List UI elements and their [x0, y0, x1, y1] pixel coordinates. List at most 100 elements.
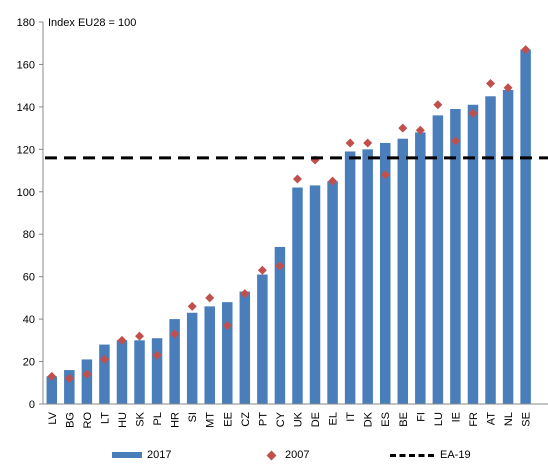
bar-cz: [239, 291, 251, 404]
x-tick-label: HU: [117, 412, 129, 428]
x-tick-label: FI: [415, 412, 427, 422]
chart: 0 20 40 60 80 100 120 140 160 180 LV BG RO LT HU SK PL H…: [17, 17, 548, 429]
y-tick-label: 120: [17, 144, 35, 156]
legend-label-ea19: EA-19: [440, 449, 471, 461]
x-tick-label: PT: [257, 412, 269, 426]
bar-it: [344, 151, 356, 404]
x-tick-label: SE: [521, 412, 533, 427]
markers-2007: [47, 45, 531, 384]
bar-mt: [204, 306, 215, 404]
bar-hu: [116, 340, 128, 404]
x-tick-label: PL: [152, 412, 164, 425]
bar-lu: [432, 115, 444, 404]
marker-lt: [99, 354, 109, 364]
x-tick-label: IE: [450, 412, 462, 422]
bar-lt: [99, 344, 110, 404]
y-tick-label: 80: [23, 229, 35, 241]
index-annotation: Index EU28 = 100: [48, 17, 136, 29]
marker-se: [521, 45, 531, 55]
bar-si: [186, 312, 198, 404]
bar-ro: [81, 359, 93, 404]
marker-fr: [468, 108, 478, 118]
marker-it: [345, 138, 355, 148]
y-tick-label: 140: [17, 102, 35, 114]
legend-label-2007: 2007: [285, 449, 310, 461]
legend-item-ea19: EA-19: [390, 446, 471, 464]
bar-fr: [467, 104, 479, 405]
legend-item-2017: 2017: [112, 446, 171, 464]
bar-de: [309, 185, 321, 404]
marker-bg: [64, 374, 74, 384]
bar-pt: [257, 274, 268, 404]
bar-bg: [64, 370, 75, 404]
marker-hu: [117, 335, 127, 345]
marker-pt: [257, 265, 267, 275]
y-tick-label: 180: [17, 17, 35, 29]
bar-at: [485, 96, 496, 405]
marker-be: [398, 123, 408, 133]
x-tick-label: CY: [275, 411, 287, 427]
marker-lv: [47, 371, 57, 381]
bar-pl: [151, 338, 163, 404]
x-tick-label: DK: [363, 411, 375, 427]
x-tick-label: BG: [64, 412, 76, 428]
x-tick-label: EE: [222, 412, 234, 427]
x-tick-label: NL: [503, 412, 515, 426]
marker-hr: [170, 329, 180, 339]
x-tick-label: DE: [310, 412, 322, 427]
marker-mt: [205, 293, 215, 303]
x-tick-label: LT: [99, 412, 111, 424]
marker-dk: [363, 138, 373, 148]
x-tick-label: BE: [398, 412, 410, 427]
x-tick-label: HR: [170, 412, 182, 428]
y-tick-label: 40: [23, 314, 35, 326]
y-tick-label: 100: [17, 187, 35, 199]
marker-ie: [450, 136, 460, 146]
y-tick-label: 0: [29, 399, 35, 411]
x-tick-label: LV: [47, 411, 59, 424]
x-tick-label: AT: [486, 412, 498, 426]
x-tick-label: MT: [205, 412, 217, 428]
legend-item-2007: 2007: [264, 446, 309, 464]
marker-ro: [82, 369, 92, 379]
marker-nl: [503, 83, 513, 93]
legend: 2017 2007 EA-19: [110, 446, 548, 464]
marker-el: [328, 176, 338, 186]
bar-dk: [362, 149, 373, 404]
marker-ee: [222, 320, 232, 330]
x-tick-label: LU: [433, 412, 445, 426]
bar-se: [520, 49, 531, 404]
legend-dash-swatch: [390, 453, 434, 457]
bars-2017: [46, 49, 531, 405]
bar-ee: [222, 302, 233, 404]
bar-nl: [502, 89, 514, 405]
marker-fi: [415, 125, 425, 135]
x-tick-label: IT: [345, 412, 357, 422]
marker-si: [187, 301, 197, 311]
marker-cz: [240, 289, 250, 299]
bar-sk: [134, 340, 145, 404]
marker-uk: [292, 174, 302, 184]
y-tick-label: 160: [17, 59, 35, 71]
bar-el: [327, 181, 338, 404]
bar-be: [397, 138, 409, 404]
x-tick-label: ES: [380, 412, 392, 427]
marker-es: [380, 170, 390, 180]
bar-es: [379, 142, 391, 404]
bar-fi: [415, 132, 426, 404]
bar-uk: [292, 187, 303, 404]
marker-sk: [135, 331, 145, 341]
marker-cy: [275, 261, 285, 271]
marker-pl: [152, 350, 162, 360]
y-tick-label: 60: [23, 272, 35, 284]
x-axis-labels: LV BG RO LT HU SK PL HR SI MT EE CZ PT CY UK DE EL IT DK ES…: [47, 411, 533, 428]
bar-hr: [169, 319, 180, 404]
x-tick-label: UK: [292, 411, 304, 427]
bar-lv: [46, 376, 58, 404]
x-tick-label: FR: [468, 412, 480, 427]
x-tick-label: SI: [187, 412, 199, 422]
bar-cy: [274, 246, 286, 404]
y-tick-label: 20: [23, 357, 35, 369]
x-tick-label: CZ: [240, 412, 252, 427]
legend-label-2017: 2017: [147, 449, 172, 461]
